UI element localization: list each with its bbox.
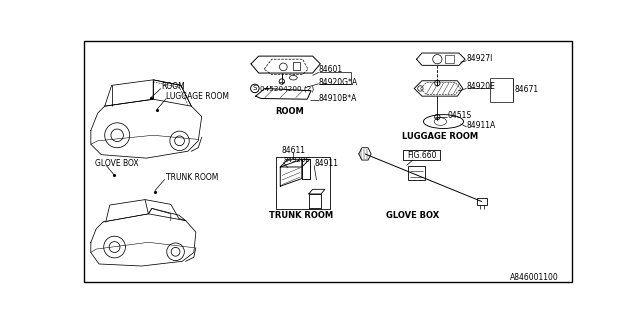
Text: 84910B*A: 84910B*A <box>319 94 357 103</box>
Text: TRUNK ROOM: TRUNK ROOM <box>166 172 219 181</box>
Bar <box>292 62 300 70</box>
Bar <box>408 166 425 180</box>
Text: LUGGAGE ROOM: LUGGAGE ROOM <box>166 92 229 101</box>
Bar <box>445 55 454 63</box>
Text: ROOM: ROOM <box>161 82 185 91</box>
Text: GLOVE BOX: GLOVE BOX <box>386 211 439 220</box>
Text: A846001100: A846001100 <box>510 273 559 282</box>
Text: 84611: 84611 <box>282 146 305 155</box>
Bar <box>477 198 486 205</box>
Text: 84911: 84911 <box>314 159 338 168</box>
Bar <box>276 157 330 209</box>
Text: 84911A: 84911A <box>467 121 496 130</box>
Text: 84920E: 84920E <box>467 82 495 91</box>
Text: 84671: 84671 <box>515 85 538 94</box>
Text: 045204200 (2): 045204200 (2) <box>260 85 314 92</box>
Text: 84920E: 84920E <box>284 157 310 163</box>
Text: GLOVE BOX: GLOVE BOX <box>95 159 139 168</box>
Text: TRUNK ROOM: TRUNK ROOM <box>269 211 333 220</box>
Text: LUGGAGE ROOM: LUGGAGE ROOM <box>403 132 479 141</box>
Text: 0451S: 0451S <box>447 111 472 120</box>
Text: 84920G*A: 84920G*A <box>319 78 358 87</box>
Text: S: S <box>253 85 257 92</box>
Text: 84601: 84601 <box>319 66 343 75</box>
Text: FIG.660: FIG.660 <box>407 150 436 160</box>
Bar <box>403 150 440 160</box>
Text: ROOM: ROOM <box>275 107 304 116</box>
Text: 84927I: 84927I <box>467 54 493 63</box>
